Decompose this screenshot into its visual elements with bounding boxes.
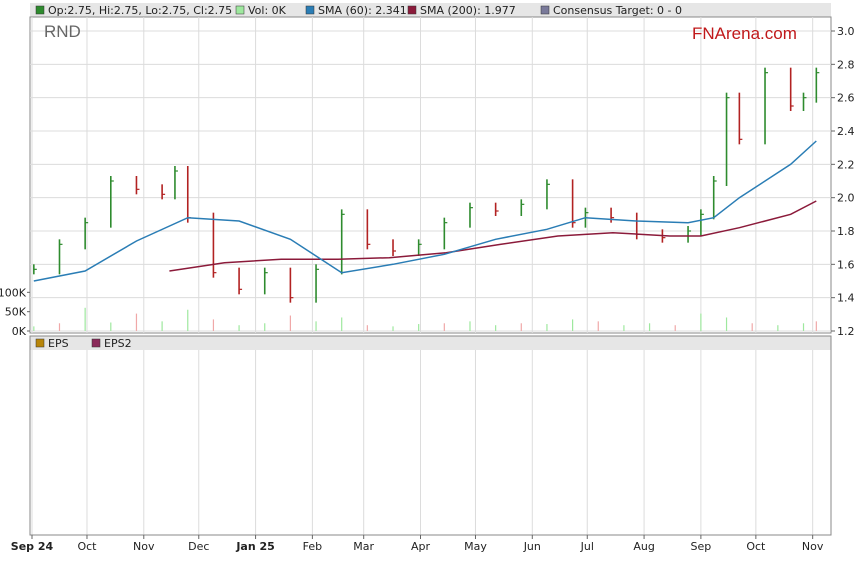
legend-item: EPS bbox=[35, 337, 69, 350]
legend-item: SMA (60): 2.341 bbox=[305, 4, 407, 17]
legend-swatch bbox=[540, 5, 550, 15]
y-tick-label: 1.8 bbox=[837, 225, 855, 238]
y-tick-label: 1.4 bbox=[837, 292, 855, 305]
x-tick-label: Nov bbox=[133, 540, 155, 553]
legend-item: Consensus Target: 0 - 0 bbox=[540, 4, 682, 17]
x-tick-label: Nov bbox=[802, 540, 824, 553]
grid-lines bbox=[30, 17, 831, 535]
sma-200-line bbox=[169, 200, 817, 272]
brand-logo: FNArena.com bbox=[692, 24, 797, 43]
legend-swatch bbox=[305, 5, 315, 15]
y-tick-label: 2.4 bbox=[837, 125, 855, 138]
top-legend-bar bbox=[30, 3, 831, 17]
volume-axis: 0K 50K 100K bbox=[0, 286, 30, 338]
price-panel bbox=[29, 16, 832, 334]
price-axis: 1.2 1.4 1.6 1.8 2.0 2.2 2.4 2.6 2.8 3.0 bbox=[831, 25, 855, 338]
vol-tick-label: 100K bbox=[0, 286, 27, 299]
y-tick-label: 3.0 bbox=[837, 25, 855, 38]
x-tick-label: Oct bbox=[746, 540, 766, 553]
legend-swatch bbox=[235, 5, 245, 15]
vol-tick-label: 50K bbox=[5, 306, 27, 319]
x-tick-label: Jan 25 bbox=[235, 540, 274, 553]
time-axis: Sep 24 Oct Nov Dec Jan 25 Feb Mar Apr May Jun Jul A… bbox=[11, 535, 824, 553]
y-tick-label: 2.6 bbox=[837, 92, 855, 105]
eps-panel bbox=[29, 335, 832, 536]
legend-swatch bbox=[407, 5, 417, 15]
y-tick-label: 2.0 bbox=[837, 192, 855, 205]
x-tick-label: Feb bbox=[303, 540, 322, 553]
x-tick-label: Sep bbox=[691, 540, 712, 553]
y-tick-label: 1.6 bbox=[837, 258, 855, 271]
legend-label: SMA (200): 1.977 bbox=[420, 4, 516, 17]
y-tick-label: 2.8 bbox=[837, 58, 855, 71]
x-tick-label: Dec bbox=[188, 540, 209, 553]
legend-label: Vol: 0K bbox=[248, 4, 287, 17]
legend-item: Op:2.75, Hi:2.75, Lo:2.75, Cl:2.75 bbox=[35, 4, 232, 17]
vol-tick-label: 0K bbox=[12, 325, 27, 338]
y-tick-label: 1.2 bbox=[837, 325, 855, 338]
legend-label: EPS2 bbox=[104, 337, 132, 350]
legend-swatch bbox=[35, 338, 45, 348]
x-tick-label: Sep 24 bbox=[11, 540, 54, 553]
x-tick-label: May bbox=[464, 540, 487, 553]
legend-label: Consensus Target: 0 - 0 bbox=[553, 4, 682, 17]
symbol-label: RND bbox=[44, 22, 81, 41]
top-legend: Op:2.75, Hi:2.75, Lo:2.75, Cl:2.75 Vol: 0… bbox=[35, 4, 682, 17]
legend-label: EPS bbox=[48, 337, 69, 350]
x-tick-label: Aug bbox=[633, 540, 654, 553]
y-tick-label: 2.2 bbox=[837, 158, 855, 171]
price-bars bbox=[33, 67, 820, 303]
eps-legend-bar bbox=[30, 336, 831, 350]
x-tick-label: Jul bbox=[580, 540, 594, 553]
legend-label: Op:2.75, Hi:2.75, Lo:2.75, Cl:2.75 bbox=[48, 4, 232, 17]
legend-label: SMA (60): 2.341 bbox=[318, 4, 407, 17]
volume-bars bbox=[33, 307, 817, 331]
legend-item: SMA (200): 1.977 bbox=[407, 4, 516, 17]
x-tick-label: Oct bbox=[77, 540, 97, 553]
x-tick-label: Mar bbox=[353, 540, 374, 553]
legend-swatch bbox=[91, 338, 101, 348]
legend-item: Vol: 0K bbox=[235, 4, 287, 17]
legend-swatch bbox=[35, 5, 45, 15]
x-tick-label: Jun bbox=[523, 540, 541, 553]
sma-60-line bbox=[33, 140, 817, 282]
x-tick-label: Apr bbox=[411, 540, 431, 553]
legend-item: EPS2 bbox=[91, 337, 132, 350]
eps-legend: EPS EPS2 bbox=[35, 337, 132, 350]
